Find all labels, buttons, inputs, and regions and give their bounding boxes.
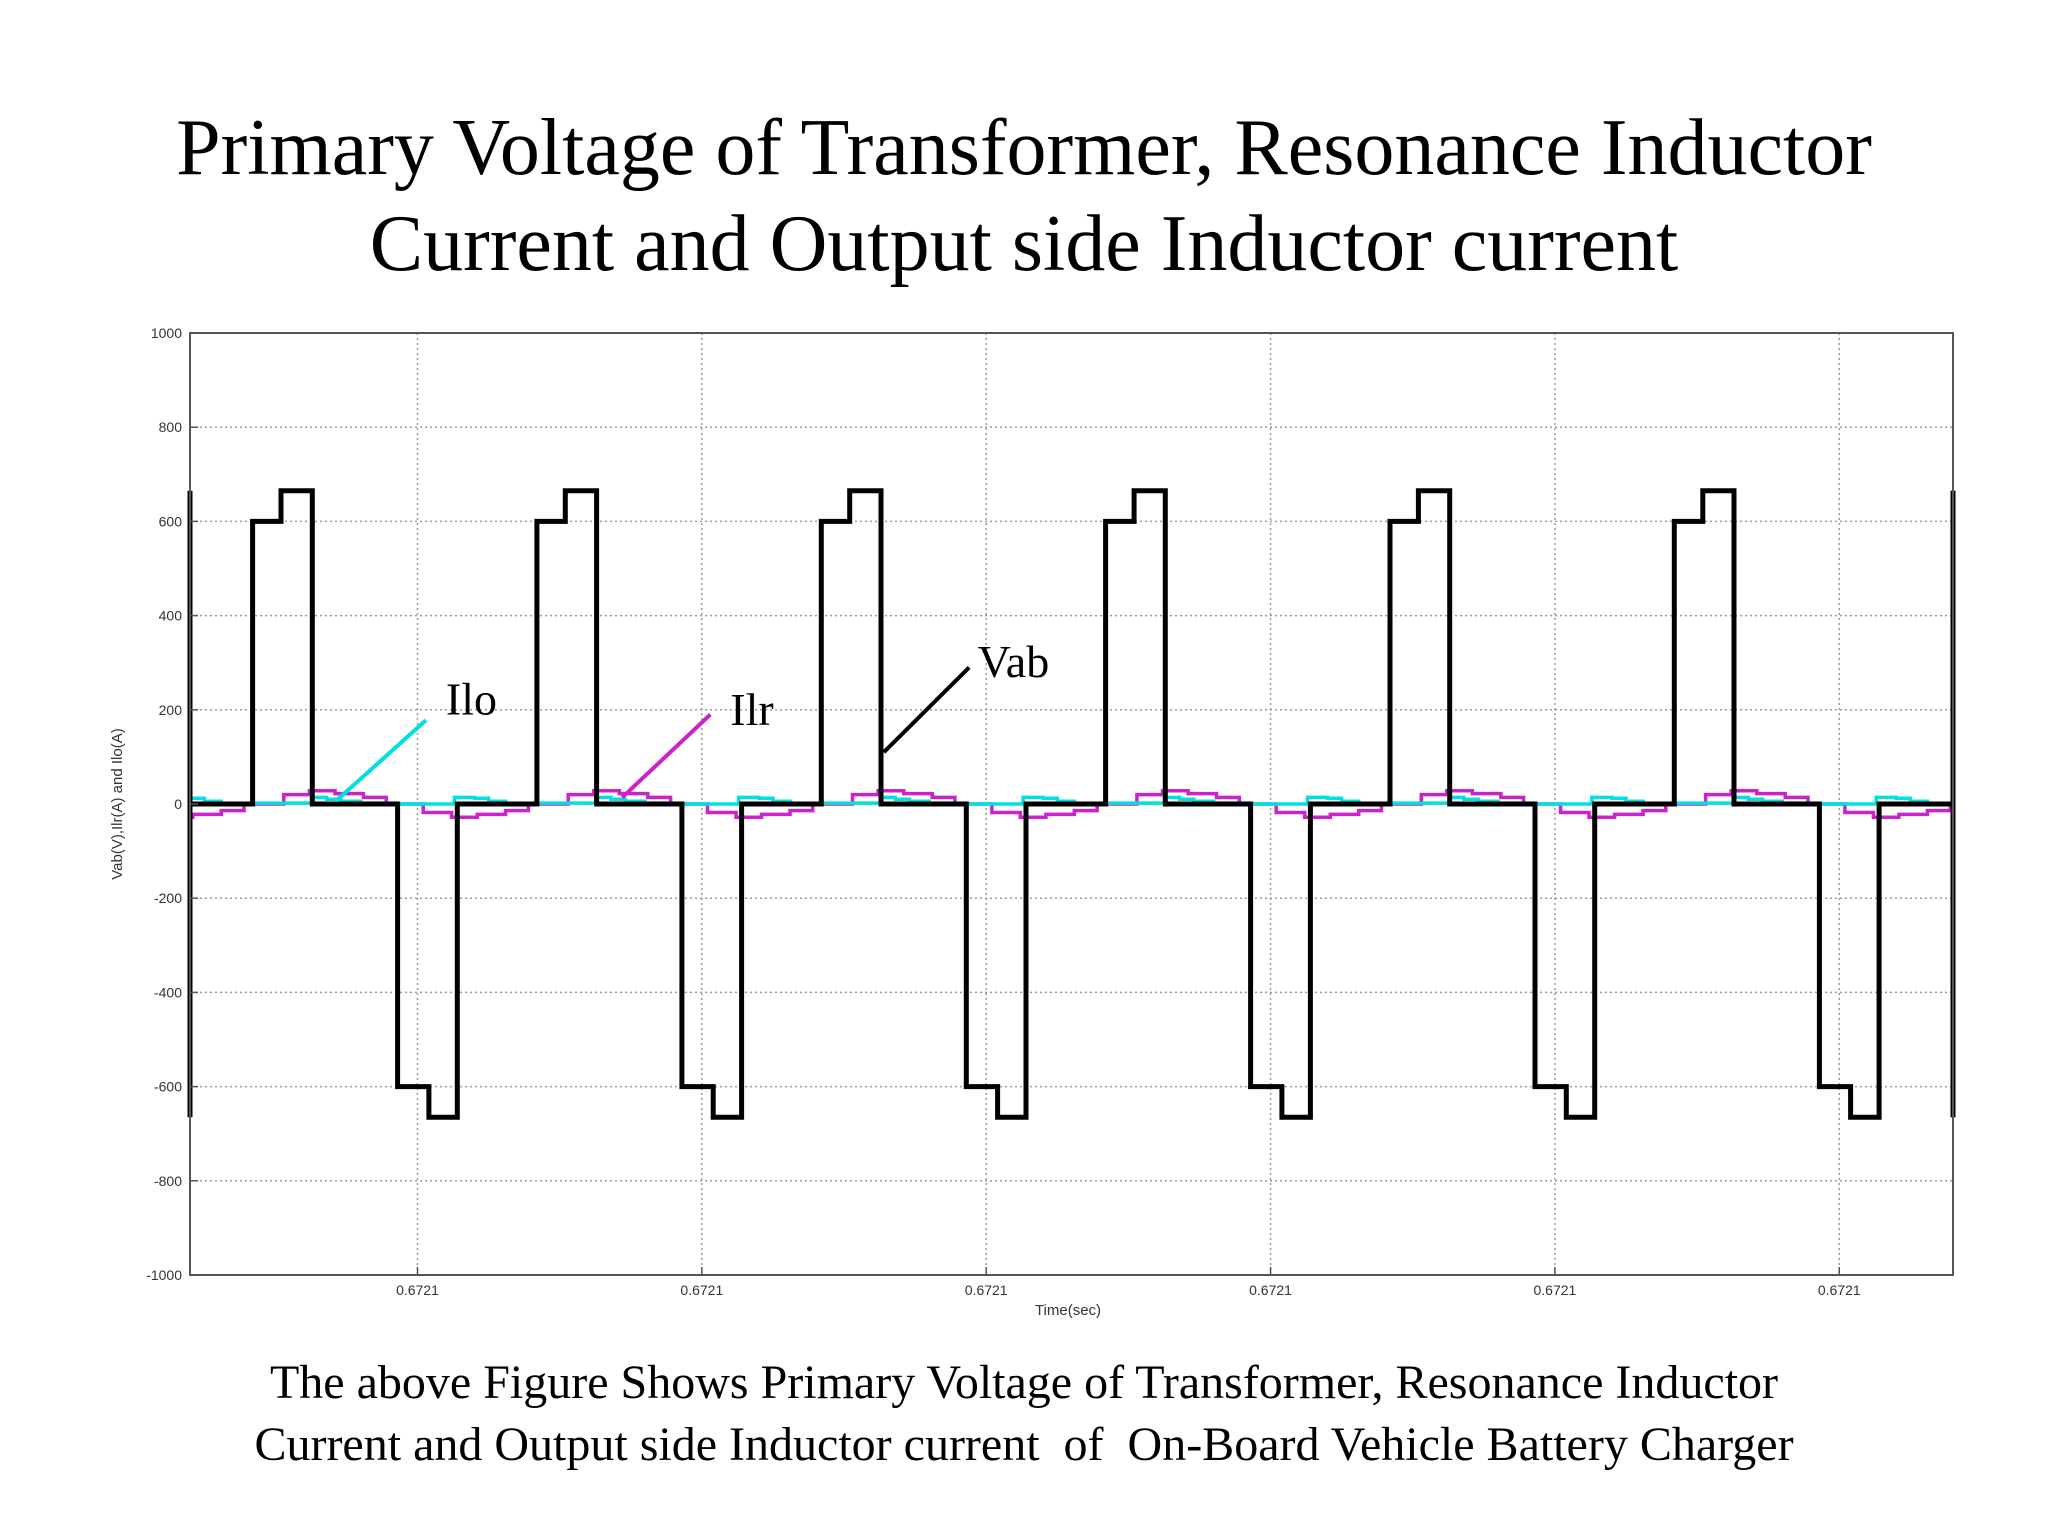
slide-caption-line-1: The above Figure Shows Primary Voltage o… [269,1356,1779,1409]
x-tick-label: 0.6721 [680,1282,723,1298]
x-tick-label: 0.6721 [1249,1282,1292,1298]
y-tick-label: 1000 [151,325,182,341]
annotation-label-ilo: Ilo [446,674,497,725]
x-tick-label: 0.6721 [396,1282,439,1298]
y-tick-label: 200 [159,702,183,718]
y-tick-label: -800 [154,1173,182,1189]
slide-title-line-2: Current and Output side Inductor current [369,200,1679,288]
y-axis-label: Vab(V),Ilr(A) and Ilo(A) [109,728,126,879]
y-tick-label: -600 [154,1079,182,1095]
annotation-leader-ilr [620,713,712,799]
y-tick-label: 400 [159,608,183,624]
annotation-label-ilr: Ilr [730,684,773,735]
y-tick-label: -200 [154,890,182,906]
x-tick-label: 0.6721 [1533,1282,1576,1298]
y-tick-label: 800 [159,419,183,435]
y-tick-label: 600 [159,513,183,529]
annotations: Ilo Ilr Vab [336,636,1050,801]
annotation-leader-vab [882,665,971,754]
y-tick-label: 0 [174,796,182,812]
slide-title-line-1: Primary Voltage of Transformer, Resonanc… [176,104,1872,192]
x-tick-label: 0.6721 [965,1282,1008,1298]
y-tick-label: -1000 [146,1267,182,1283]
slide-title: Primary Voltage of Transformer, Resonanc… [0,100,2048,292]
slide-caption: The above Figure Shows Primary Voltage o… [0,1352,2048,1476]
x-tick-label: 0.6721 [1818,1282,1861,1298]
y-tick-label: -400 [154,984,182,1000]
x-axis-label: Time(sec) [1035,1302,1101,1319]
annotation-leader-ilo [336,718,428,801]
annotation-label-vab: Vab [978,636,1050,687]
series-layer [187,488,1956,1120]
tick-labels: -1000 -800 -600 -400 -200 0 200 400 600 800 1000 0.… [146,325,1861,1298]
slide-caption-line-2: Current and Output side Inductor current… [254,1418,1794,1471]
series-line-vab [187,488,1956,1120]
